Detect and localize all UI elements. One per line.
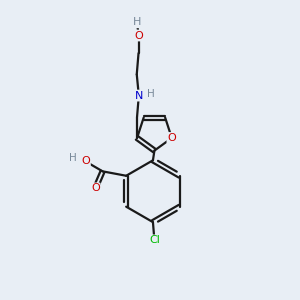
Text: O: O	[91, 183, 100, 194]
Text: O: O	[167, 133, 176, 143]
Text: Cl: Cl	[149, 236, 160, 245]
Text: H: H	[133, 17, 141, 27]
Text: H: H	[69, 153, 76, 163]
Text: O: O	[134, 31, 143, 40]
Text: O: O	[81, 156, 90, 166]
Text: H: H	[147, 89, 155, 99]
Text: N: N	[135, 91, 143, 100]
